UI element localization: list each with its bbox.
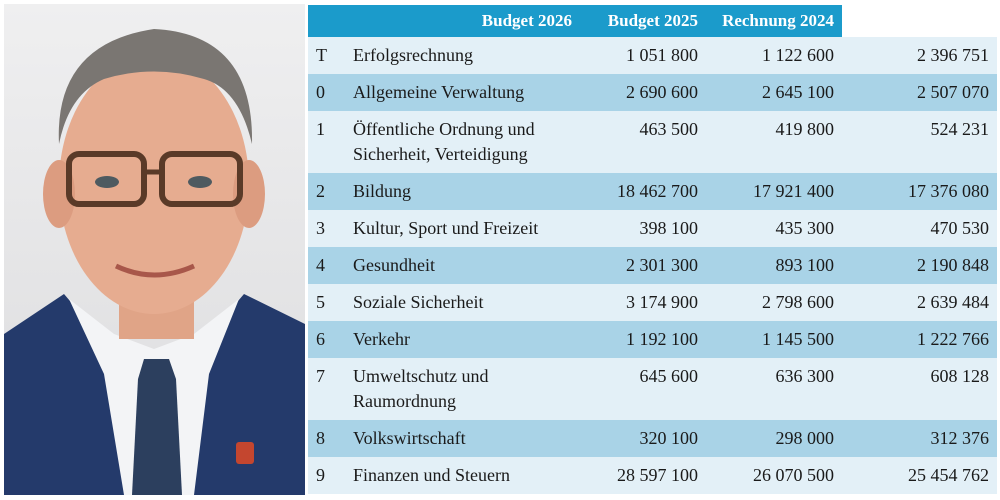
label-cell: Volkswirtschaft [345, 420, 580, 457]
label-cell: Verkehr [345, 321, 580, 358]
value-cell: 524 231 [842, 111, 997, 173]
value-cell: 2 639 484 [842, 284, 997, 321]
value-cell: 1 222 766 [842, 321, 997, 358]
value-cell: 1 192 100 [580, 321, 706, 358]
table-row: 5 Soziale Sicherheit 3 174 900 2 798 600 2 6… [308, 284, 997, 321]
label-cell: Gesundheit [345, 247, 580, 284]
label-cell: Soziale Sicherheit [345, 284, 580, 321]
header-cell [308, 5, 345, 37]
code-cell: 0 [308, 74, 345, 111]
table-row: 1 Öffentliche Ordnung und Sicherheit, Vert… [308, 111, 997, 173]
budget-table: Budget 2026 Budget 2025 Rechnung 2024 T Erf… [308, 5, 997, 494]
value-cell: 25 454 762 [842, 457, 997, 494]
table-row: 6 Verkehr 1 192 100 1 145 500 1 222 766 [308, 321, 997, 358]
value-cell: 3 174 900 [580, 284, 706, 321]
value-cell: 26 070 500 [706, 457, 842, 494]
header-row: Budget 2026 Budget 2025 Rechnung 2024 [308, 5, 997, 37]
code-cell: T [308, 37, 345, 74]
label-cell: Öffentliche Ordnung und Sicherheit, Verte… [345, 111, 580, 173]
code-cell: 7 [308, 358, 345, 420]
value-cell: 419 800 [706, 111, 842, 173]
value-cell: 1 051 800 [580, 37, 706, 74]
portrait-photo [4, 4, 305, 495]
code-cell: 3 [308, 210, 345, 247]
value-cell: 320 100 [580, 420, 706, 457]
value-cell: 463 500 [580, 111, 706, 173]
code-cell: 6 [308, 321, 345, 358]
label-cell: Umweltschutz und Raumordnung [345, 358, 580, 420]
table-row: 7 Umweltschutz und Raumordnung 645 600 636 3… [308, 358, 997, 420]
label-cell: Finanzen und Steuern [345, 457, 580, 494]
code-cell: 5 [308, 284, 345, 321]
value-cell: 2 507 070 [842, 74, 997, 111]
value-cell: 1 145 500 [706, 321, 842, 358]
label-line: Umweltschutz und [353, 366, 489, 386]
code-cell: 2 [308, 173, 345, 210]
table-row: 2 Bildung 18 462 700 17 921 400 17 376 080 [308, 173, 997, 210]
value-cell: 298 000 [706, 420, 842, 457]
table-row: 3 Kultur, Sport und Freizeit 398 100 435 30… [308, 210, 997, 247]
value-cell: 28 597 100 [580, 457, 706, 494]
code-cell: 8 [308, 420, 345, 457]
label-cell: Allgemeine Verwaltung [345, 74, 580, 111]
value-cell: 2 301 300 [580, 247, 706, 284]
table-row: 9 Finanzen und Steuern 28 597 100 26 070 50… [308, 457, 997, 494]
value-cell: 435 300 [706, 210, 842, 247]
value-cell: 2 396 751 [842, 37, 997, 74]
code-cell: 1 [308, 111, 345, 173]
label-cell: Erfolgsrechnung [345, 37, 580, 74]
table-row: 4 Gesundheit 2 301 300 893 100 2 190 848 [308, 247, 997, 284]
value-cell: 608 128 [842, 358, 997, 420]
value-cell: 636 300 [706, 358, 842, 420]
value-cell: 2 190 848 [842, 247, 997, 284]
value-cell: 18 462 700 [580, 173, 706, 210]
table-row: 0 Allgemeine Verwaltung 2 690 600 2 645 100… [308, 74, 997, 111]
value-cell: 893 100 [706, 247, 842, 284]
value-cell: 2 645 100 [706, 74, 842, 111]
table-row: T Erfolgsrechnung 1 051 800 1 122 600 2 396 … [308, 37, 997, 74]
column-header: Rechnung 2024 [706, 5, 842, 37]
value-cell: 1 122 600 [706, 37, 842, 74]
value-cell: 312 376 [842, 420, 997, 457]
label-line: Öffentliche Ordnung und [353, 119, 535, 139]
label-cell: Kultur, Sport und Freizeit [345, 210, 580, 247]
value-cell: 17 921 400 [706, 173, 842, 210]
value-cell: 470 530 [842, 210, 997, 247]
label-line: Sicherheit, Verteidigung [353, 144, 528, 164]
value-cell: 2 798 600 [706, 284, 842, 321]
value-cell: 17 376 080 [842, 173, 997, 210]
label-cell: Bildung [345, 173, 580, 210]
code-cell: 9 [308, 457, 345, 494]
value-cell: 2 690 600 [580, 74, 706, 111]
label-line: Raumordnung [353, 391, 456, 411]
column-header: Budget 2026 [345, 5, 580, 37]
column-header: Budget 2025 [580, 5, 706, 37]
table-row: 8 Volkswirtschaft 320 100 298 000 312 376 [308, 420, 997, 457]
value-cell: 398 100 [580, 210, 706, 247]
value-cell: 645 600 [580, 358, 706, 420]
code-cell: 4 [308, 247, 345, 284]
